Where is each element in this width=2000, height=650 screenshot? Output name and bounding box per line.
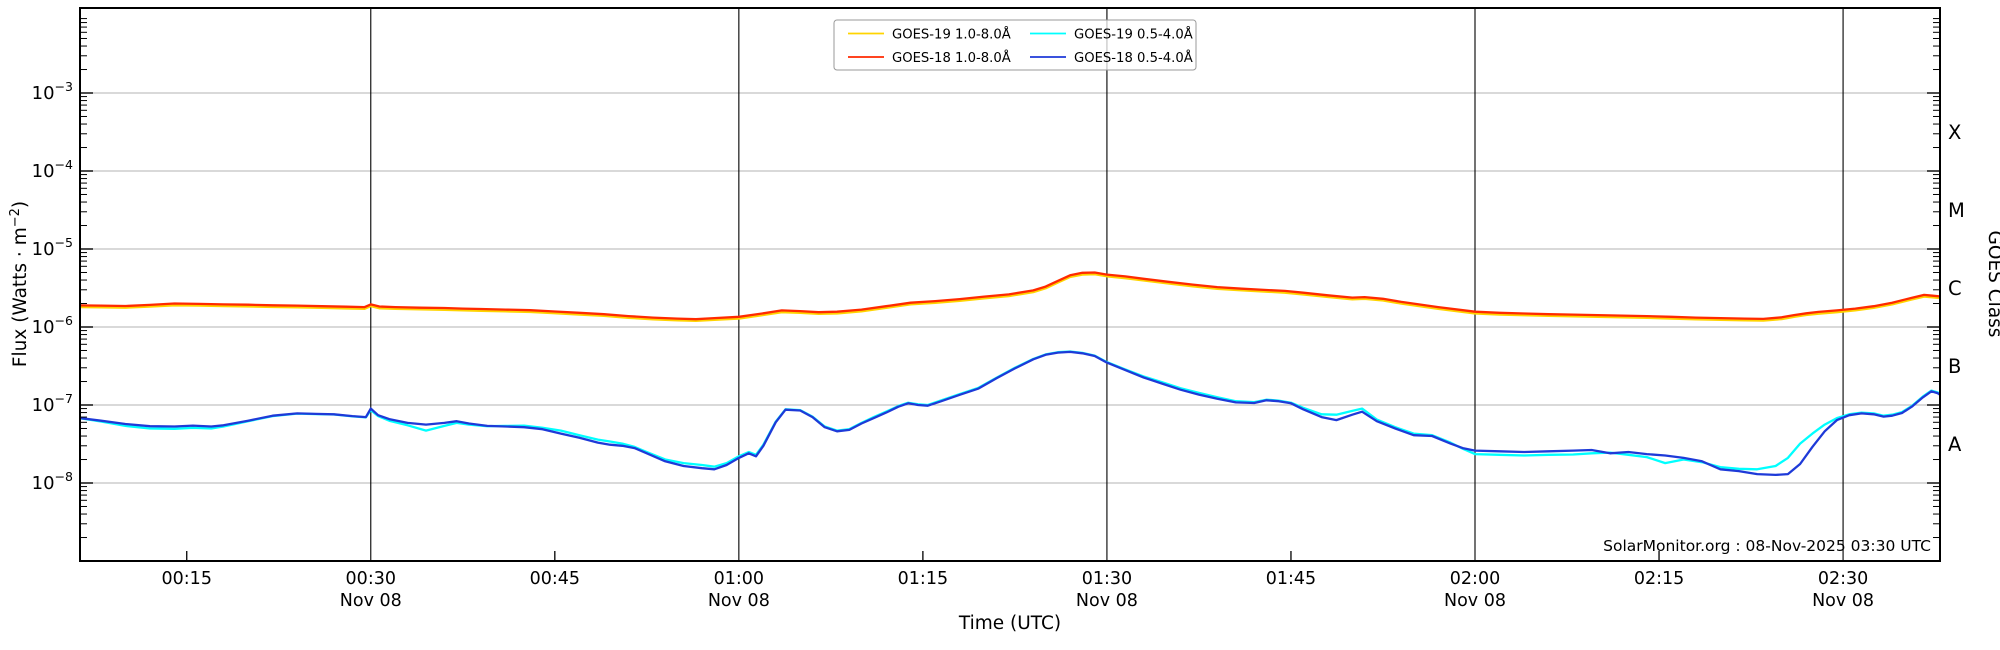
y-tick-label: 10−6 [32,313,73,338]
x-tick-label: 02:30 [1818,569,1868,589]
y-tick-label: 10−8 [32,469,73,494]
x-tick-label: 02:00 [1450,569,1500,589]
plot-curves [80,271,1940,477]
axis-ticks [80,18,1940,561]
legend-label: GOES-19 1.0-8.0Å [892,25,1011,42]
series-goes-18-short [80,350,1940,477]
legend-label: GOES-19 0.5-4.0Å [1074,25,1193,42]
legend: GOES-19 1.0-8.0Å GOES-18 1.0-8.0Å GOES-19 … [833,19,1197,71]
x-tick-label: 01:15 [898,569,948,589]
goes-class-label-a: A [1948,433,1962,456]
series-goes-18-long [80,271,1940,321]
y-axis-title: Flux (Watts · m−2) [8,201,31,367]
legend-label: GOES-18 1.0-8.0Å [892,49,1011,66]
x-tick-label: 01:30 [1082,569,1132,589]
goes-class-label-c: C [1948,277,1962,300]
y-tick-label: 10−4 [32,157,73,182]
x-tick-label: 00:30 [346,569,396,589]
y-tick-label: 10−5 [32,235,73,260]
x-tick-label: 02:15 [1634,569,1684,589]
goes-class-label-b: B [1948,355,1961,378]
legend-box [833,19,1197,71]
x-axis-title: Time (UTC) [958,613,1061,634]
goes-class-label-x: X [1948,121,1961,144]
legend-label: GOES-18 0.5-4.0Å [1074,49,1193,66]
x-tick-label: 00:45 [530,569,580,589]
x-tick-label: 01:45 [1266,569,1316,589]
right-axis-title: GOES Class [1984,231,2000,338]
x-tick-date: Nov 08 [1812,591,1874,611]
y-tick-label: 10−3 [32,79,73,104]
goes-class-label-m: M [1948,199,1965,222]
x-tick-date: Nov 08 [1444,591,1506,611]
x-tick-date: Nov 08 [708,591,770,611]
x-tick-date: Nov 08 [1076,591,1138,611]
watermark: SolarMonitor.org : 08-Nov-2025 03:30 UTC [1603,537,1931,555]
plot-border [79,7,1941,562]
series-goes-19-long [80,273,1940,323]
x-tick-label: 01:00 [714,569,764,589]
x-tick-label: 00:15 [162,569,212,589]
y-tick-label: 10−7 [32,391,73,416]
x-tick-date: Nov 08 [340,591,402,611]
